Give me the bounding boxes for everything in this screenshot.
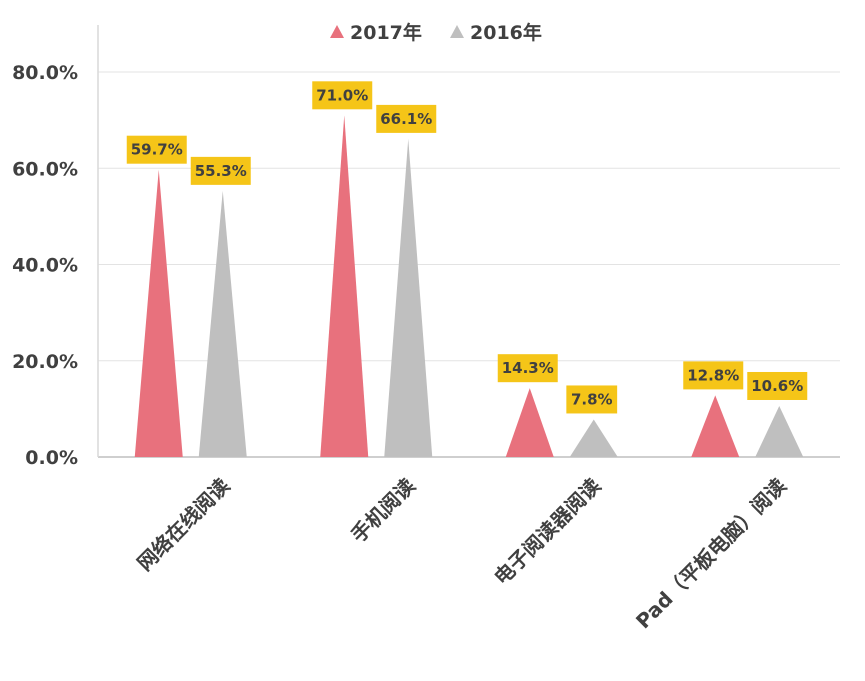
bar-triangle bbox=[755, 405, 804, 457]
chart-marks bbox=[134, 115, 804, 458]
legend-item[interactable]: 2016年 bbox=[450, 21, 542, 44]
x-category-label: 网络在线阅读 bbox=[132, 474, 234, 576]
legend-label: 2016年 bbox=[470, 21, 542, 44]
x-axis: 网络在线阅读 手机阅读 电子阅读器阅读 Pad（平板电脑）阅读 bbox=[132, 474, 790, 634]
data-label-text: 71.0% bbox=[316, 86, 368, 104]
y-axis: 0.0% 20.0% 40.0% 60.0% 80.0% bbox=[12, 25, 99, 469]
data-label-box bbox=[312, 81, 373, 110]
data-label-text: 14.3% bbox=[502, 359, 554, 377]
y-tick-label: 60.0% bbox=[12, 158, 78, 180]
data-label-box bbox=[376, 104, 437, 133]
data-label-text: 55.3% bbox=[195, 162, 247, 180]
data-label: 71.0% bbox=[312, 81, 373, 110]
data-label: 12.8% bbox=[683, 361, 744, 390]
data-label-text: 66.1% bbox=[380, 110, 432, 128]
data-label-text: 12.8% bbox=[687, 366, 739, 384]
y-tick-label: 0.0% bbox=[25, 447, 78, 469]
data-label: 14.3% bbox=[497, 354, 558, 383]
data-label-box bbox=[566, 385, 618, 414]
bar-triangle bbox=[384, 138, 433, 458]
data-label-box bbox=[126, 135, 187, 164]
data-label: 10.6% bbox=[747, 371, 808, 400]
y-tick-label: 40.0% bbox=[12, 255, 78, 277]
bar-triangle bbox=[505, 388, 554, 457]
data-label-text: 10.6% bbox=[751, 377, 803, 395]
data-label-box bbox=[497, 354, 558, 383]
legend-swatch-triangle bbox=[450, 25, 464, 38]
data-label-text: 59.7% bbox=[131, 141, 183, 159]
x-category-label: 电子阅读器阅读 bbox=[489, 474, 605, 590]
legend-swatch-triangle bbox=[330, 25, 344, 38]
legend-item[interactable]: 2017年 bbox=[330, 21, 422, 44]
bar-triangle bbox=[569, 419, 618, 457]
x-category-label: 手机阅读 bbox=[346, 474, 420, 548]
data-label: 55.3% bbox=[190, 156, 251, 185]
bar-triangle bbox=[198, 190, 247, 457]
y-tick-label: 20.0% bbox=[12, 351, 78, 373]
legend-label: 2017年 bbox=[350, 21, 422, 44]
data-labels: 59.7% 55.3% 71.0% 66.1% 14.3% 7.8% 12.8% 10.6% bbox=[126, 81, 808, 414]
bar-triangle bbox=[320, 115, 369, 457]
y-tick-label: 80.0% bbox=[12, 62, 78, 84]
data-label: 59.7% bbox=[126, 135, 187, 164]
bar-triangle bbox=[134, 169, 183, 457]
data-label-box bbox=[747, 371, 808, 400]
data-label-text: 7.8% bbox=[571, 390, 613, 408]
data-label-box bbox=[683, 361, 744, 390]
x-category-label: Pad（平板电脑）阅读 bbox=[631, 474, 791, 634]
data-label: 7.8% bbox=[566, 385, 618, 414]
data-label-box bbox=[190, 156, 251, 185]
legend[interactable]: 2017年 2016年 bbox=[330, 21, 542, 44]
bar-triangle bbox=[691, 395, 740, 457]
data-label: 66.1% bbox=[376, 104, 437, 133]
